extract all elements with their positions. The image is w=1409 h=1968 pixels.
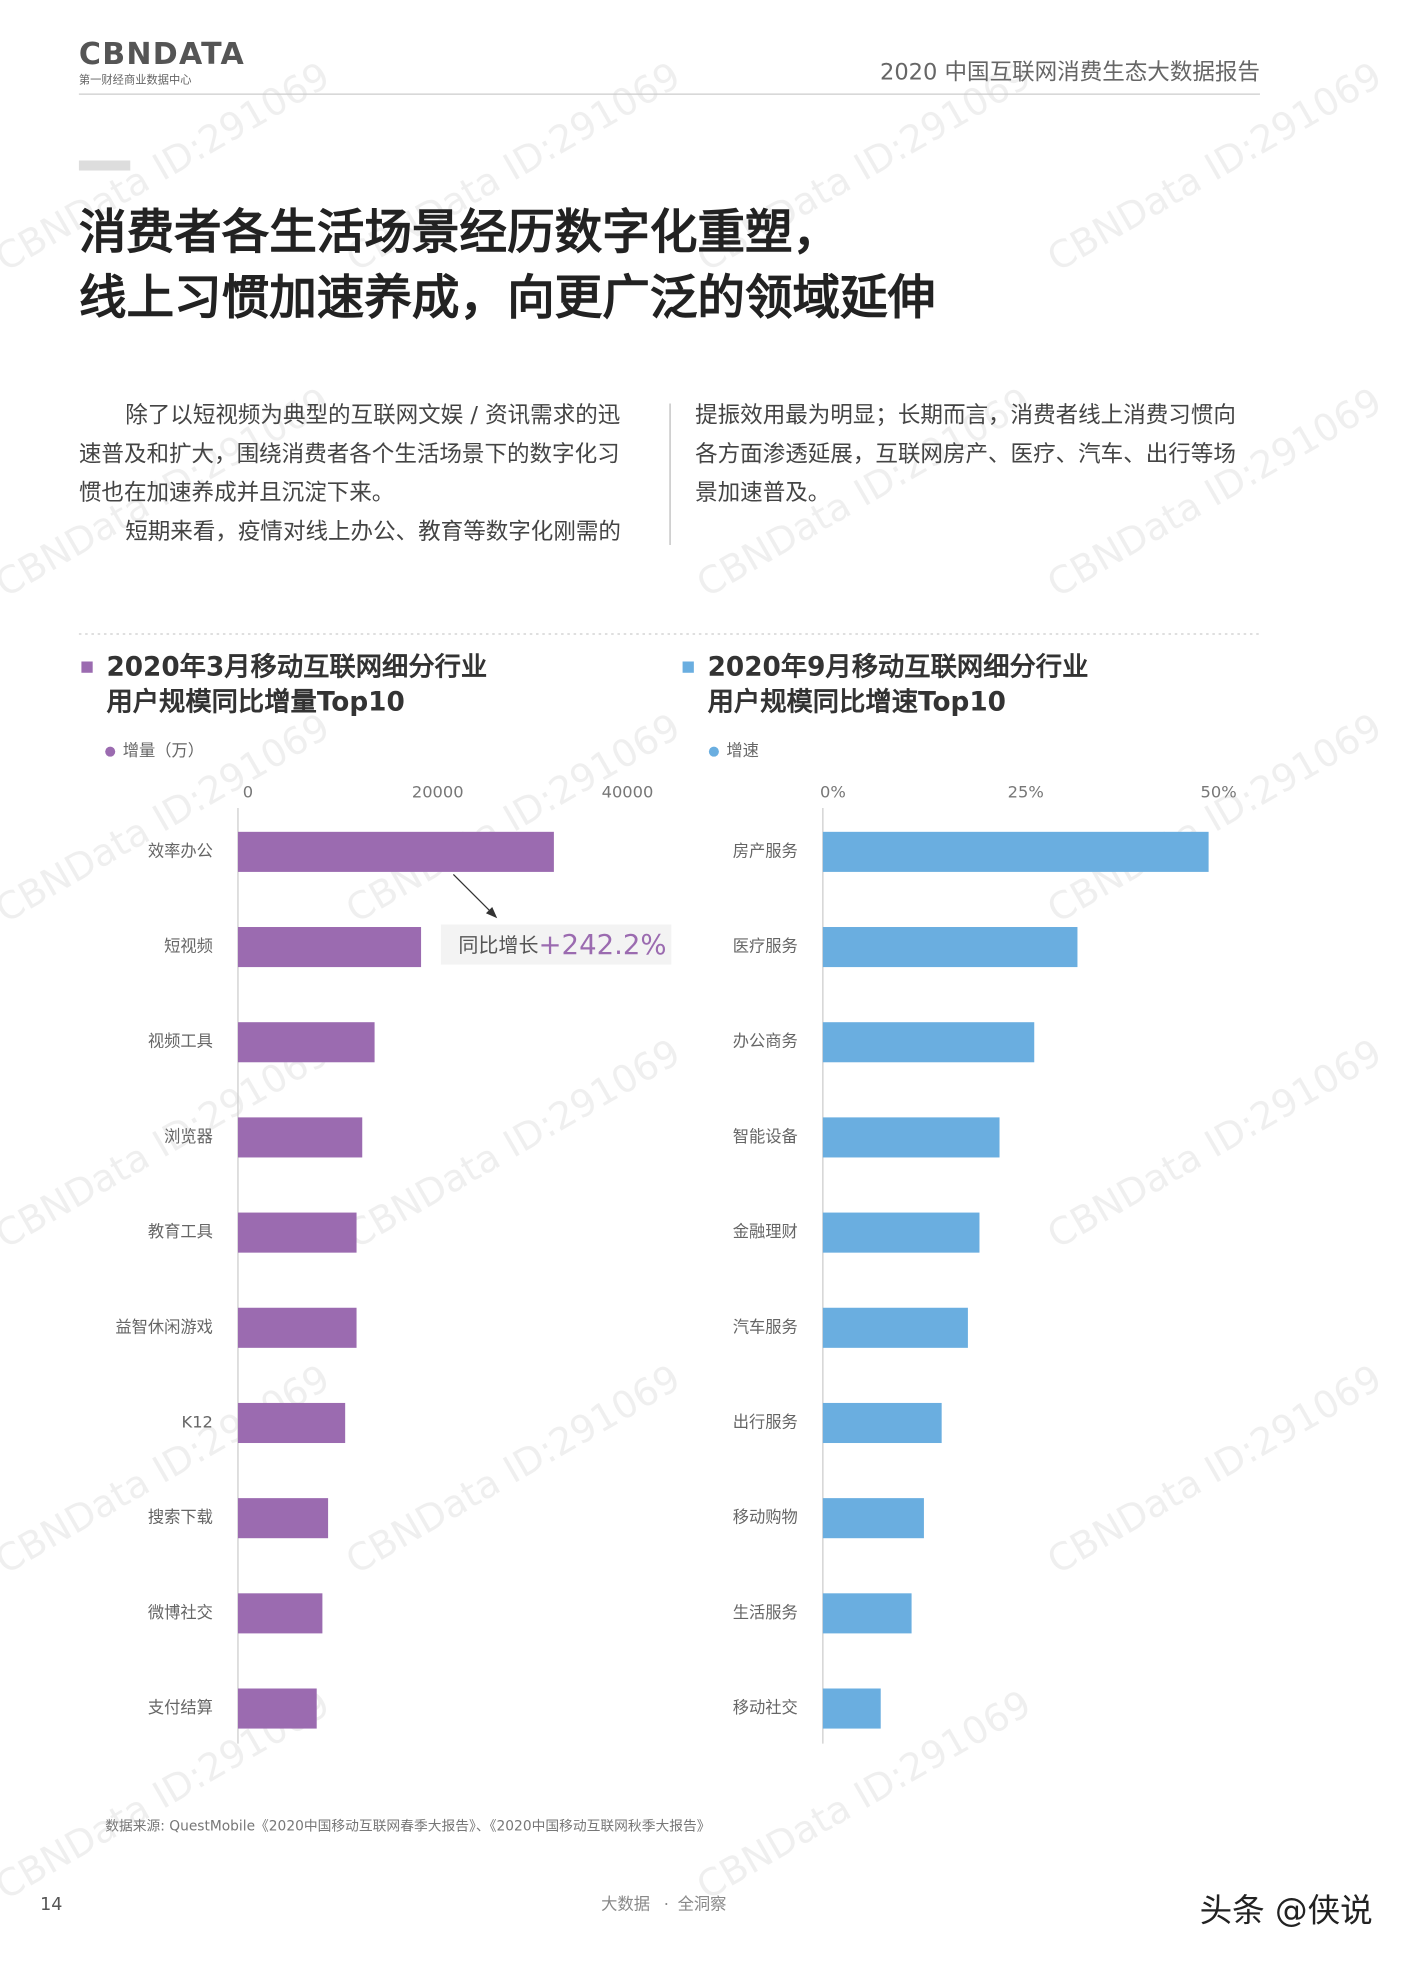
credit: 头条 @侠说 [1200,1892,1373,1930]
bar [822,1022,1035,1063]
watermark: CBNData ID:291069 [1040,1030,1389,1257]
footer-right: 全洞察 [678,1895,727,1914]
category-label: 支付结算 [148,1698,213,1717]
annotation-arrow [452,873,494,915]
footer-left: 大数据 [601,1895,650,1914]
bar [237,1593,323,1634]
category-label: 移动社交 [733,1698,798,1717]
logo-subtitle: 第一财经商业数据中心 [79,72,192,86]
category-label: 搜索下载 [148,1508,213,1527]
report-title: 2020 中国互联网消费生态大数据报告 [880,59,1260,85]
bar [237,1117,363,1158]
chart-title: 用户规模同比增量Top10 [106,686,404,717]
category-label: K12 [182,1412,213,1431]
watermark: CBNData ID:291069 [338,1030,687,1257]
watermark: CBNData ID:291069 [338,1356,687,1583]
chart-title: 2020年9月移动互联网细分行业 [708,651,1089,682]
chart-title: 2020年3月移动互联网细分行业 [106,651,487,682]
category-label: 短视频 [164,937,213,956]
bar [822,1212,980,1253]
bar [822,831,1209,872]
annotation: 同比增长+242.2% [458,929,666,961]
x-tick-label: 0% [820,783,846,802]
legend-label: 增速 [726,741,759,760]
bar [822,1688,881,1729]
logo: CBNDATA [79,37,245,72]
paragraph-line: 惯也在加速养成并且沉淀下来。 [79,480,394,506]
chart-title: 用户规模同比增速Top10 [708,686,1006,717]
category-label: 金融理财 [733,1222,798,1241]
paragraph-line: 各方面渗透延展，互联网房产、医疗、汽车、出行等场 [695,441,1236,467]
annotation-text: 同比增长 [458,932,538,956]
legend-swatch [105,746,116,757]
legend-swatch [708,746,719,757]
category-label: 微博社交 [148,1603,213,1622]
category-label: 汽车服务 [733,1317,798,1336]
bar [822,1593,912,1634]
bar [237,1307,357,1348]
paragraph-line: 景加速普及。 [695,480,830,506]
page-title: 线上习惯加速养成，向更广泛的领域延伸 [79,271,935,326]
bar [822,1498,924,1539]
category-label: 浏览器 [164,1127,213,1146]
footer-sep: · [664,1895,669,1914]
category-label: 房产服务 [733,841,798,860]
category-label: 办公商务 [733,1032,798,1051]
bar [237,1402,346,1444]
watermark: CBNData ID:291069 [1040,704,1389,931]
category-label: 出行服务 [733,1412,798,1431]
bar [237,927,422,968]
category-label: 效率办公 [148,841,213,860]
paragraph-line: 速普及和扩大，围绕消费者各个生活场景下的数字化习 [79,441,620,467]
page-title: 消费者各生活场景经历数字化重塑， [79,206,840,261]
page-number: 14 [40,1895,62,1915]
bar [822,1117,1000,1158]
x-tick-label: 0 [243,783,253,802]
x-tick-label: 20000 [412,783,464,802]
annotation-box [440,924,672,965]
source: 数据来源: QuestMobile《2020中国移动互联网春季大报告》、《202… [105,1818,710,1834]
bar [237,831,554,872]
paragraph-line: 短期来看，疫情对线上办公、教育等数字化刚需的 [125,519,621,545]
bar [237,1022,375,1063]
bar [822,927,1078,968]
bar [237,1212,357,1253]
bar [237,1498,329,1539]
title-marker [682,661,694,673]
category-label: 生活服务 [733,1603,798,1622]
annotation-arrowhead [485,906,498,919]
watermark: CBNData ID:291069 [0,1356,337,1583]
category-label: 医疗服务 [733,937,798,956]
legend-label: 增量（万） [123,741,204,760]
bar [237,1688,317,1729]
annotation-value: +242.2% [538,929,666,961]
watermark: CBNData ID:291069 [1040,53,1389,280]
title-marker [81,661,93,673]
category-label: 益智休闲游戏 [115,1317,213,1336]
x-tick-label: 40000 [602,783,654,802]
category-label: 移动购物 [733,1508,798,1527]
bar [822,1307,968,1348]
category-label: 智能设备 [733,1127,798,1146]
category-label: 视频工具 [148,1032,213,1051]
title-accent [78,160,131,171]
paragraph-line: 提振效用最为明显；长期而言，消费者线上消费习惯向 [695,403,1236,429]
paragraph-line: 除了以短视频为典型的互联网文娱 / 资讯需求的迅 [125,403,620,429]
watermark: CBNData ID:291069 [0,704,337,931]
watermark: CBNData ID:291069 [1040,1356,1389,1583]
category-label: 教育工具 [148,1222,213,1241]
watermark: CBNData ID:291069 [338,704,687,931]
x-tick-label: 25% [1008,783,1044,802]
bar [822,1402,942,1444]
watermarks: CBNData ID:291069 CBNData ID:291069 CBND… [0,53,1389,1908]
x-tick-label: 50% [1201,783,1237,802]
